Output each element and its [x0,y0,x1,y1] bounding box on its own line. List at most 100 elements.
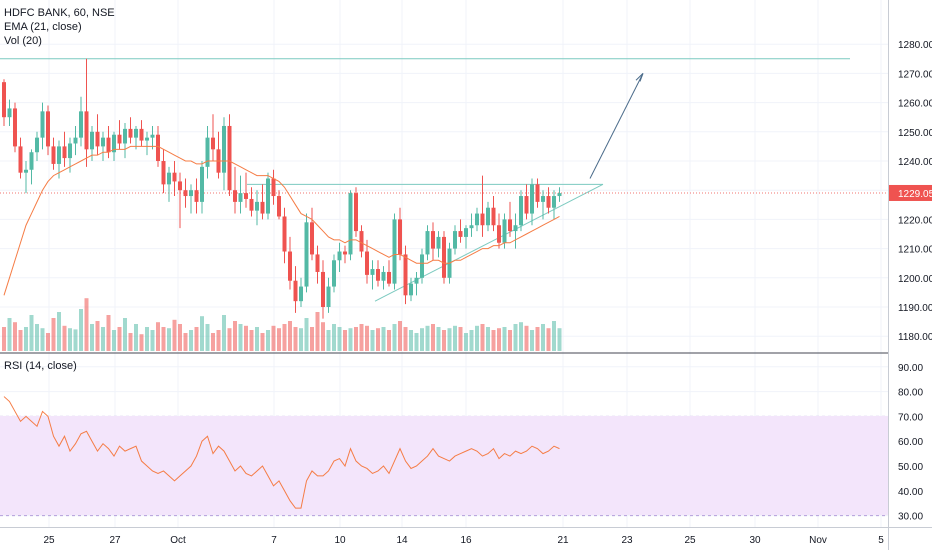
volume-bar [227,328,232,351]
candle-body [222,125,226,173]
candle-body [326,286,331,307]
volume-bar [271,325,276,351]
volume-bar [233,321,237,351]
time-axis[interactable]: 25 27 Oct 7 10 14 16 21 23 25 30 Nov 5 [43,535,884,546]
volume-bar [392,324,397,351]
volume-bar [447,328,452,351]
time-tick-label: 7 [271,535,277,546]
volume-bar [337,327,342,351]
candle-body [409,283,413,296]
candle-body [365,251,369,275]
volume-bar [359,324,364,351]
candle-body [150,134,155,138]
trend-drawings[interactable] [0,58,888,302]
time-tick-label: Oct [170,535,186,546]
volume-bar [431,324,435,351]
rsi-tick-label: 60.00 [898,437,923,448]
candle-body [145,137,149,141]
volume-bar [249,330,254,351]
candle-body [524,196,529,214]
candle-body [436,236,441,249]
candle-body [123,128,127,144]
candle-body [40,111,45,138]
volume-bar [486,327,490,351]
candle-body [557,193,562,197]
candle-body [508,219,512,232]
volume-bar [7,318,12,351]
candle-body [376,269,380,281]
rsi-tick-label: 70.00 [898,412,923,423]
price-tick-label: 1200.00 [898,274,932,285]
volume-bar [73,329,78,351]
candle-body [211,137,215,150]
volume-bar [128,333,133,351]
candle-body [337,251,342,261]
candle-body [249,198,254,211]
volume-bar [266,330,270,351]
candle-body [35,137,39,153]
candle-body [535,184,540,202]
volume-bar [255,327,259,351]
rsi-legend[interactable]: RSI (14, close) [4,360,77,372]
candle-body [172,172,177,182]
projection-arrow [589,73,644,179]
candle-body [244,193,248,199]
volume-bar [343,330,347,351]
candle-body [189,190,193,197]
candle-body [348,193,353,255]
candle-body [29,152,34,170]
volume-bar [365,325,369,351]
rsi-axis[interactable]: 90.00 80.00 70.00 60.00 50.00 40.00 30.00 [898,363,923,523]
candle-body [139,128,144,141]
volume-bar [95,321,100,351]
volume-bar [442,330,446,351]
volume-bar [222,315,226,351]
volume-bar [189,330,193,351]
volume-bar [508,330,512,351]
ema-legend[interactable]: EMA (21, close) [4,21,82,33]
price-tick-label: 1190.00 [898,303,932,314]
candle-body [46,111,50,147]
volume-bar [172,319,177,351]
candle-body [546,196,551,208]
volume-bar [425,325,430,351]
time-tick-label: 5 [878,535,884,546]
rsi-tick-label: 80.00 [898,388,923,399]
candle-body [310,222,314,255]
candle-body [156,134,160,161]
volume-bar [40,328,45,351]
volume-bar [552,321,556,351]
volume-bar [2,327,6,351]
candle-body [90,131,94,150]
ema-line [3,145,560,296]
volume-bar [458,327,463,351]
candle-body [51,146,56,164]
candle-body [178,181,182,191]
candle-body [403,254,408,296]
candle-body [68,143,72,159]
volume-bar [332,324,336,351]
candle-body [519,196,523,226]
volume-bar [84,298,89,351]
candle-body [480,213,485,226]
candle-body [112,134,116,153]
candle-body [288,251,292,281]
volume-bar [475,325,479,351]
candle-body [464,228,468,237]
chart-title[interactable]: HDFC BANK, 60, NSE [4,7,115,19]
volume-bar [497,328,501,351]
volume-bar [51,318,56,351]
volume-bar [420,328,424,351]
candle-body [387,271,391,284]
price-axis[interactable]: 1280.00 1270.00 1260.00 1250.00 1240.00 1229.… [889,40,932,343]
candle-body [392,219,397,284]
candle-body [7,108,12,118]
candle-body [475,213,479,226]
volume-bar [90,324,94,351]
volume-bar [535,327,540,351]
rsi-tick-label: 40.00 [898,487,923,498]
time-tick-label: 25 [43,535,55,546]
volume-bar [139,334,144,351]
vol-legend[interactable]: Vol (20) [4,35,42,47]
